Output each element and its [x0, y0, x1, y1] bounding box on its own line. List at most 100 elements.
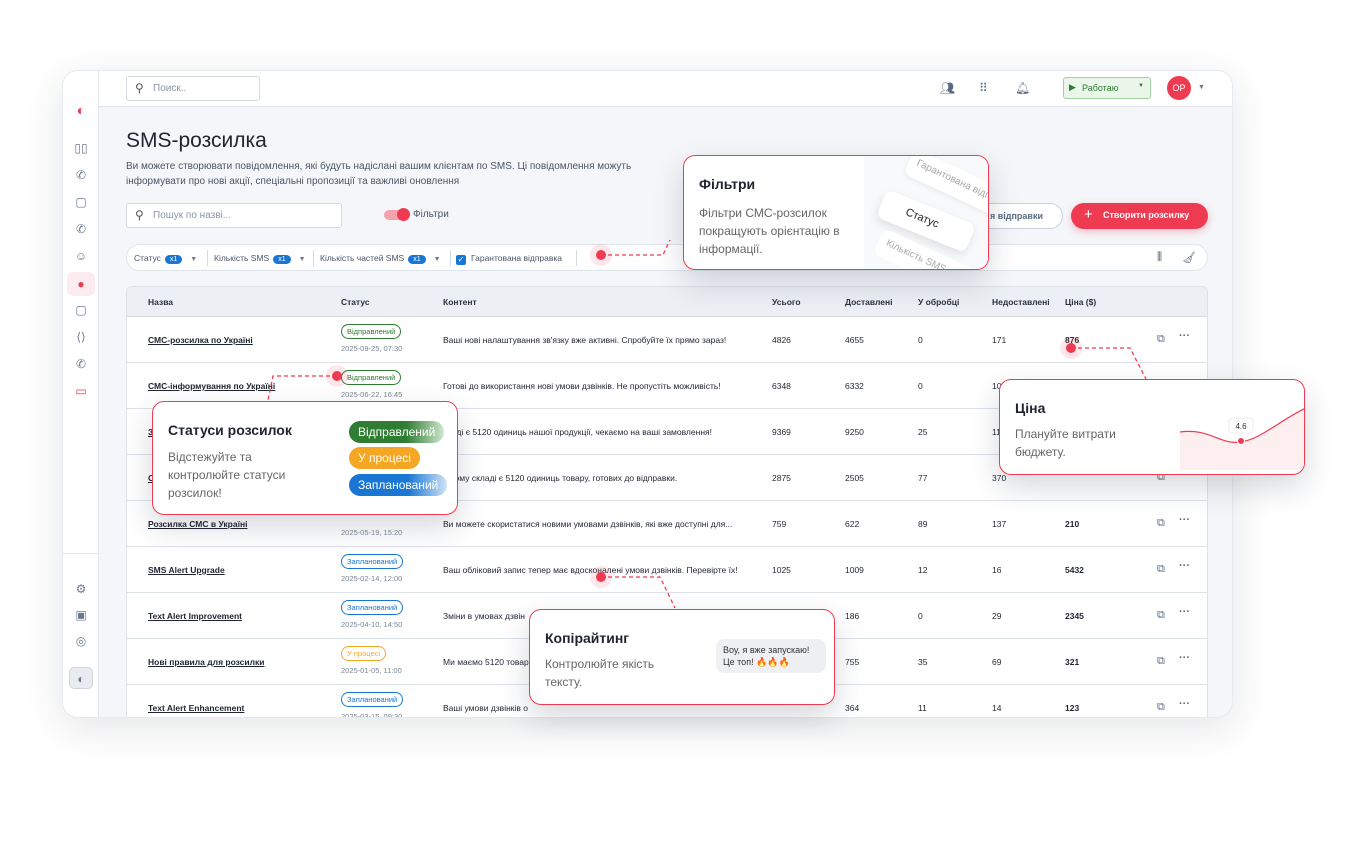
copy-icon[interactable]: ⧉ — [1157, 517, 1165, 529]
status-badge: Запланований — [341, 554, 404, 569]
voice-message-icon[interactable]: ▢ — [75, 303, 87, 317]
mailing-name-link[interactable]: З — [148, 427, 154, 437]
table-row[interactable]: СМС-інформування по Україні Відправлений 2… — [127, 363, 1207, 409]
mailing-name-link[interactable]: Text Alert Improvement — [148, 611, 242, 621]
sms-icon[interactable]: ● — [67, 272, 95, 296]
more-icon[interactable]: ··· — [1179, 652, 1190, 664]
avatar-caret-icon[interactable]: ▼ — [1198, 84, 1205, 91]
mailing-name-link[interactable]: СМС-розсилка по Україні — [148, 335, 253, 345]
mailing-name-link[interactable]: SMS Alert Upgrade — [148, 565, 225, 575]
call-search-icon[interactable]: ✆ — [75, 357, 87, 371]
column-header[interactable]: Недоставлені — [992, 297, 1050, 307]
guaranteed-checkbox[interactable]: ✓ Гарантована відправка — [456, 253, 562, 265]
column-header[interactable]: Контент — [443, 297, 477, 307]
work-status: Работаю — [1082, 83, 1119, 93]
copy-icon[interactable]: ⧉ — [1157, 563, 1165, 575]
undelivered-cell: 11 — [992, 427, 1001, 437]
content-cell: Готові до використання нові умови дзвінк… — [443, 381, 721, 391]
table-row[interactable]: Text Alert Enhancement Запланований 2025-0… — [127, 685, 1207, 717]
support-icon[interactable]: ◎ — [75, 634, 87, 648]
call-user-icon[interactable]: ✆ — [75, 222, 87, 236]
filter-chips-illustration: Гарантована відп. Статус Кількість SMS — [864, 156, 988, 269]
filter-status[interactable]: Статус x1 ▼ — [134, 253, 197, 264]
page-title: SMS-розсилка — [126, 129, 267, 152]
column-header[interactable]: Назва — [148, 297, 174, 307]
mailing-name-link[interactable]: Text Alert Enhancement — [148, 703, 245, 713]
undelivered-cell: 69 — [992, 657, 1002, 667]
bell-icon[interactable]: 🔔︎ — [1015, 81, 1031, 95]
total-cell: 6348 — [772, 381, 791, 391]
copy-icon[interactable]: ⧉ — [1157, 655, 1165, 667]
mailing-name-link[interactable]: О — [148, 473, 155, 483]
caret-down-icon: ▼ — [433, 256, 441, 263]
sliders-icon[interactable]: ⫼ — [1157, 251, 1163, 263]
copy-icon[interactable]: ⧉ — [1157, 701, 1165, 713]
search-icon: ⚲ — [135, 81, 144, 95]
table-row[interactable]: SMS Alert Upgrade Запланований 2025-02-14,… — [127, 547, 1207, 593]
briefcase-icon[interactable]: ▣ — [75, 608, 87, 622]
content-cell: Ваші умови дзвінків о — [443, 703, 528, 713]
mailing-name-link[interactable]: СМС-інформування по Україні — [148, 381, 276, 391]
message-bubble: Воу, я вже запускаю! Це топ! 🔥🔥🔥 — [716, 639, 826, 673]
mailing-name-link[interactable]: Розсилка СМС в Україні — [148, 519, 248, 529]
more-icon[interactable]: ··· — [1179, 698, 1190, 710]
status-date: 2025-01-05, 11:00 — [341, 666, 402, 675]
price-cell: 876 — [1065, 335, 1080, 345]
price-cell: 123 — [1065, 703, 1080, 713]
theme-toggle-icon[interactable]: ◐ — [69, 667, 93, 689]
filters-toggle[interactable] — [384, 208, 410, 221]
filter-bar: Статус x1 ▼ Кількість SMS x1 ▼ Кількість час… — [126, 244, 1208, 271]
undelivered-cell: 10 — [992, 381, 1002, 391]
callout-text: Контролюйте якість тексту. — [545, 657, 655, 689]
global-search-input[interactable]: ⚲ Поиск.. — [126, 76, 260, 101]
phone-icon[interactable]: ✆ — [75, 168, 87, 182]
more-icon[interactable]: ··· — [1179, 330, 1190, 342]
clear-filters-icon[interactable]: 🧹︎ — [1182, 252, 1196, 264]
more-icon[interactable]: ··· — [1179, 560, 1190, 572]
count-chip: x1 — [164, 255, 183, 264]
bot-icon[interactable]: ☺ — [74, 249, 88, 263]
table-row[interactable]: СМС-розсилка по Україні Відправлений 2025-… — [127, 317, 1207, 363]
filter-parts[interactable]: Кількість частей SMS x1 ▼ — [320, 253, 441, 264]
filters-toggle-label: Фільтри — [413, 209, 449, 220]
more-icon[interactable]: ··· — [1179, 514, 1190, 526]
work-status-select[interactable]: ▶ Работаю ▼ — [1063, 77, 1151, 99]
code-icon[interactable]: ⟨⟩ — [76, 330, 86, 344]
topbar: ⚲ Поиск.. 👥︎ ⠿ 🔔︎ ▶ Работаю ▼ OP ▼ — [99, 71, 1232, 107]
column-header[interactable]: Статус — [341, 297, 370, 307]
filter-label: Кількість SMS — [214, 253, 270, 263]
callout-title: Копірайтинг — [545, 630, 630, 646]
sidebar: ◐ ▯▯ ✆ ▢ ✆ ☺ ● ▢ ⟨⟩ ✆ ▭ ⚙ ▣ ◎ ◐ — [63, 71, 99, 717]
callout-text: Плануйте витрати бюджету. — [1015, 427, 1116, 459]
content-cell: Ми маємо 5120 товар — [443, 657, 529, 667]
delivered-cell: 1009 — [845, 565, 864, 575]
status-badge: Запланований — [341, 600, 404, 615]
table-row[interactable]: Розсилка СМС в Україні 2025-05-19, 15:20 В… — [127, 501, 1207, 547]
chat-icon[interactable]: ▢ — [75, 195, 87, 209]
dashboard-icon[interactable]: ▯▯ — [74, 141, 88, 155]
name-search-input[interactable]: ⚲ Пошук по назві... — [126, 203, 342, 228]
filter-sms-count[interactable]: Кількість SMS x1 ▼ — [214, 253, 306, 264]
total-cell: 2875 — [772, 473, 791, 483]
column-header[interactable]: Доставлені — [845, 297, 893, 307]
contacts-icon[interactable]: 👥︎ — [940, 81, 956, 95]
copy-icon[interactable]: ⧉ — [1157, 333, 1165, 345]
column-header[interactable]: Усього — [772, 297, 801, 307]
copy-icon[interactable]: ⧉ — [1157, 471, 1165, 483]
create-mailing-button[interactable]: + Створити розсилку — [1071, 203, 1208, 229]
status-pill-sent: Відправлений — [349, 421, 445, 443]
dialpad-icon[interactable]: ⠿ — [979, 81, 988, 95]
content-cell: Ваш обліковий запис тепер має вдосконале… — [443, 565, 738, 575]
devices-icon[interactable]: ▭ — [75, 384, 87, 398]
price-cell: 2345 — [1065, 611, 1084, 621]
column-header[interactable]: У обробці — [918, 297, 960, 307]
delivered-cell: 755 — [845, 657, 860, 667]
mailing-name-link[interactable]: Нові правила для розсилки — [148, 657, 265, 667]
settings-icon[interactable]: ⚙ — [75, 582, 87, 596]
more-icon[interactable]: ··· — [1179, 606, 1190, 618]
copy-icon[interactable]: ⧉ — [1157, 609, 1165, 621]
undelivered-cell: 137 — [992, 519, 1007, 529]
status-pill-processing: У процесі — [349, 447, 420, 469]
avatar[interactable]: OP — [1167, 76, 1191, 100]
column-header[interactable]: Ціна ($) — [1065, 297, 1097, 307]
